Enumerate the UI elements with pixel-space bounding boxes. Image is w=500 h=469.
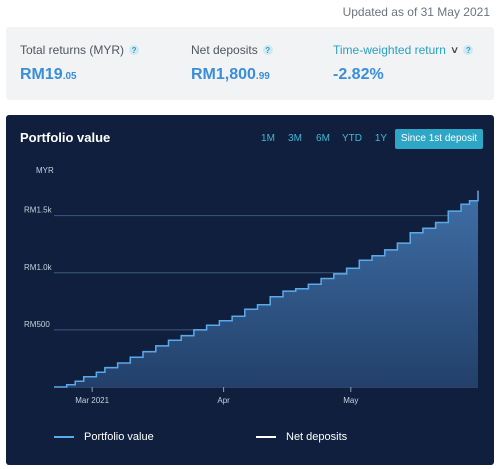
legend-swatch-portfolio <box>54 436 74 438</box>
net-deposits-label: Net deposits <box>191 43 258 57</box>
portfolio-value-line <box>54 192 479 388</box>
twr-value: -2.82% <box>333 66 384 83</box>
portfolio-area <box>54 192 478 387</box>
portfolio-title: Portfolio value <box>20 130 111 145</box>
net-deposits-value: RM1,800.99 <box>191 66 273 84</box>
legend-portfolio-value[interactable]: Portfolio value <box>54 431 154 443</box>
chevron-down-icon[interactable]: ∨ <box>449 44 460 56</box>
y-unit-label: MYR <box>36 166 54 175</box>
portfolio-chart: MYR RM500 RM1.0k RM1.5k Mar 2021 Apr May <box>24 166 479 405</box>
y-tick-label: RM500 <box>24 320 50 329</box>
range-3m-button[interactable]: 3M <box>288 133 302 144</box>
help-icon[interactable]: ? <box>262 45 273 55</box>
range-6m-button[interactable]: 6M <box>316 133 330 144</box>
total-returns-label: Total returns (MYR) <box>20 43 125 57</box>
net-deposits-stat: Net deposits ? RM1,800.99 <box>191 43 273 84</box>
legend-net-deposits[interactable]: Net deposits <box>256 431 347 443</box>
help-icon[interactable]: ? <box>463 45 474 55</box>
y-tick-label: RM1.0k <box>24 263 53 272</box>
total-returns-value: RM19.05 <box>20 66 139 84</box>
legend-portfolio-label: Portfolio value <box>84 431 154 443</box>
x-tick-label: May <box>343 396 358 405</box>
range-ytd-button[interactable]: YTD <box>342 133 362 144</box>
range-1y-button[interactable]: 1Y <box>374 133 388 144</box>
total-returns-main: RM19 <box>20 66 63 83</box>
legend-net-deposits-label: Net deposits <box>286 431 348 443</box>
x-tick-label: Mar 2021 <box>75 396 109 405</box>
net-deposits-cents: .99 <box>255 71 270 82</box>
portfolio-card: Portfolio value 1M 3M 6M YTD 1Y Since 1s… <box>6 115 494 465</box>
x-tick-label: Apr <box>217 396 230 405</box>
legend-swatch-net-deposits <box>256 436 276 438</box>
range-since-first-deposit-button[interactable]: Since 1st deposit <box>395 129 483 149</box>
total-returns-cents: .05 <box>62 71 77 82</box>
twr-stat: Time-weighted return ∨ ? -2.82% <box>333 43 474 84</box>
range-1m-button[interactable]: 1M <box>261 133 275 144</box>
updated-timestamp: Updated as of 31 May 2021 <box>342 5 490 19</box>
twr-dropdown[interactable]: Time-weighted return <box>333 43 446 57</box>
help-icon[interactable]: ? <box>129 45 140 55</box>
summary-panel: Total returns (MYR) ? RM19.05 Net deposi… <box>6 27 494 100</box>
total-returns-stat: Total returns (MYR) ? RM19.05 <box>20 43 140 84</box>
net-deposits-main: RM1,800 <box>191 66 256 83</box>
y-tick-label: RM1.5k <box>24 206 53 215</box>
